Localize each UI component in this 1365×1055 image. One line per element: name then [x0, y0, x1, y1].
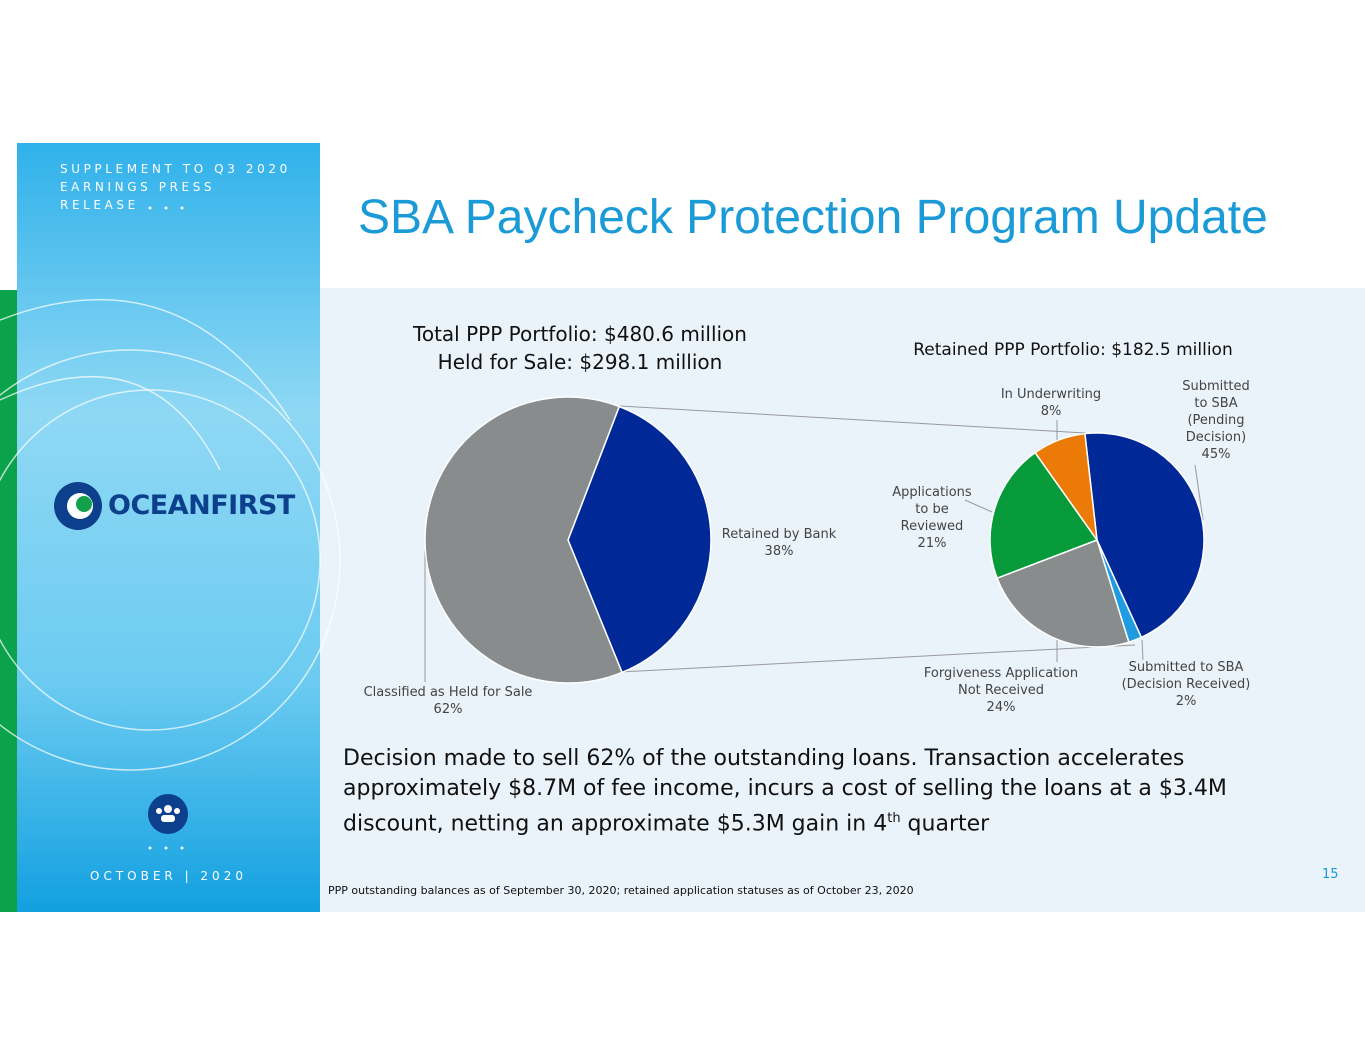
pie-slice — [567, 405, 712, 674]
superscript: th — [887, 811, 901, 826]
chart-title: Retained PPP Portfolio: $182.5 million — [913, 340, 1233, 360]
value-label: 24% — [986, 700, 1016, 715]
category-label: Submitted to SBA (Pending Decision) — [1182, 379, 1250, 445]
body-text: quarter — [900, 811, 990, 837]
slice-label: Classified as Held for Sale 62% — [348, 684, 548, 718]
category-label: Retained by Bank — [721, 527, 837, 542]
logo-mark — [76, 496, 92, 512]
footnote: PPP outstanding balances as of September… — [328, 884, 914, 897]
pie-slice — [424, 396, 624, 684]
category-label: Classified as Held for Sale — [363, 685, 533, 700]
value-label: 2% — [1175, 694, 1197, 709]
pie-slice — [996, 539, 1130, 648]
value-label: 21% — [917, 536, 947, 551]
logo-text: OceanFirst — [108, 490, 295, 521]
slice-label: In Underwriting 8% — [986, 386, 1116, 420]
people-icon — [148, 794, 188, 834]
green-strip — [0, 290, 17, 912]
swirl — [0, 298, 341, 771]
supplement: SUPPLEMENT TO Q3 2020 EARNINGS PRESS REL… — [60, 162, 291, 212]
chart-subtitle: Held for Sale: $298.1 million — [437, 350, 723, 374]
page-number: 15 — [1322, 867, 1339, 882]
chart-title: Total PPP Portfolio: $480.6 million — [413, 322, 747, 346]
pie-slice — [1084, 432, 1205, 639]
date: OCTOBER | 2020 — [90, 869, 247, 883]
category-label: In Underwriting — [1000, 387, 1102, 402]
body-text: Decision made to sell 62% of the outstan… — [343, 746, 1227, 837]
slice-label: Applications to be Reviewed 21% — [887, 484, 977, 552]
slice-label: Submitted to SBA (Decision Received) 2% — [1116, 659, 1256, 710]
value-label: 62% — [433, 702, 463, 717]
slide-title: SBA Paycheck Protection Program Update — [358, 191, 1268, 244]
people-icon — [156, 805, 180, 822]
pie-slice — [1034, 432, 1098, 541]
pie-slice — [989, 451, 1099, 580]
chart-title: Total PPP Portfolio: $480.6 million Held… — [380, 320, 780, 376]
dots — [148, 206, 184, 850]
value-label: 8% — [1040, 404, 1062, 419]
category-label: Applications to be Reviewed — [892, 485, 972, 534]
slice-label: Retained by Bank 38% — [709, 526, 849, 560]
slice-label: Forgiveness Application Not Received 24% — [916, 665, 1086, 716]
value-label: 38% — [764, 544, 794, 559]
body-text: Decision made to sell 62% of the outstan… — [343, 744, 1263, 839]
category-label: Submitted to SBA (Decision Received) — [1121, 660, 1251, 692]
category-label: Forgiveness Application Not Received — [923, 666, 1079, 698]
value-label: 45% — [1201, 447, 1231, 462]
slice-label: Submitted to SBA (Pending Decision) 45% — [1180, 378, 1252, 463]
